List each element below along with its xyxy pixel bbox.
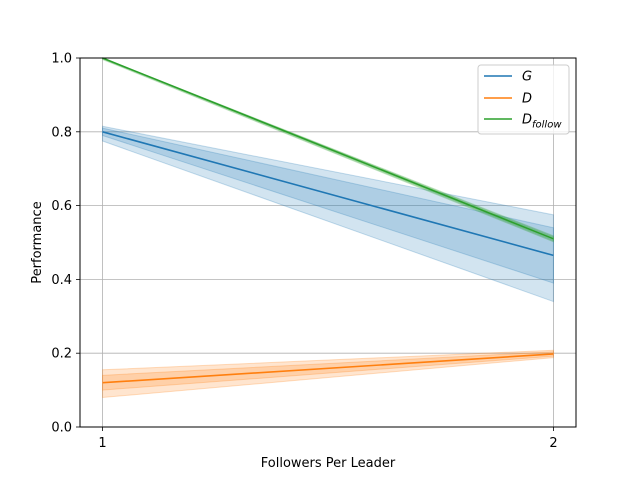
x-tick-label: 2	[549, 436, 557, 451]
series-line-d-follow	[102, 57, 554, 240]
series-lines	[102, 57, 554, 384]
y-tick-label: 0.4	[51, 273, 72, 288]
legend-label-main: D	[522, 92, 532, 107]
legend-label-main: D	[522, 113, 532, 128]
band-outer-g	[102, 125, 554, 303]
band-outer-d	[102, 349, 554, 399]
legend-label-d: D	[522, 92, 532, 107]
legend-label-g: G	[522, 70, 532, 85]
series-line-g	[102, 131, 554, 257]
y-tick-label: 1.0	[51, 52, 72, 67]
legend-box	[477, 64, 570, 135]
y-tick-label: 0.6	[51, 199, 72, 214]
y-tick-label: 0.0	[51, 421, 72, 436]
x-tick-label: 1	[98, 436, 106, 451]
y-tick-label: 0.8	[51, 125, 72, 140]
legend-label-d-follow: Dfollow	[522, 113, 562, 131]
axis-ticks: 1 2 0.0 0.2 0.4 0.6 0.8 1.0	[51, 52, 557, 452]
band-inner-g	[102, 127, 554, 284]
series-line-d	[102, 353, 554, 384]
plot-frame	[79, 57, 577, 428]
legend-label-subscript: follow	[532, 120, 562, 131]
y-tick-label: 0.2	[51, 347, 72, 362]
x-axis-label: Followers Per Leader	[261, 456, 396, 471]
y-axis-label: Performance	[30, 201, 45, 283]
legend-label-main: G	[522, 70, 532, 85]
